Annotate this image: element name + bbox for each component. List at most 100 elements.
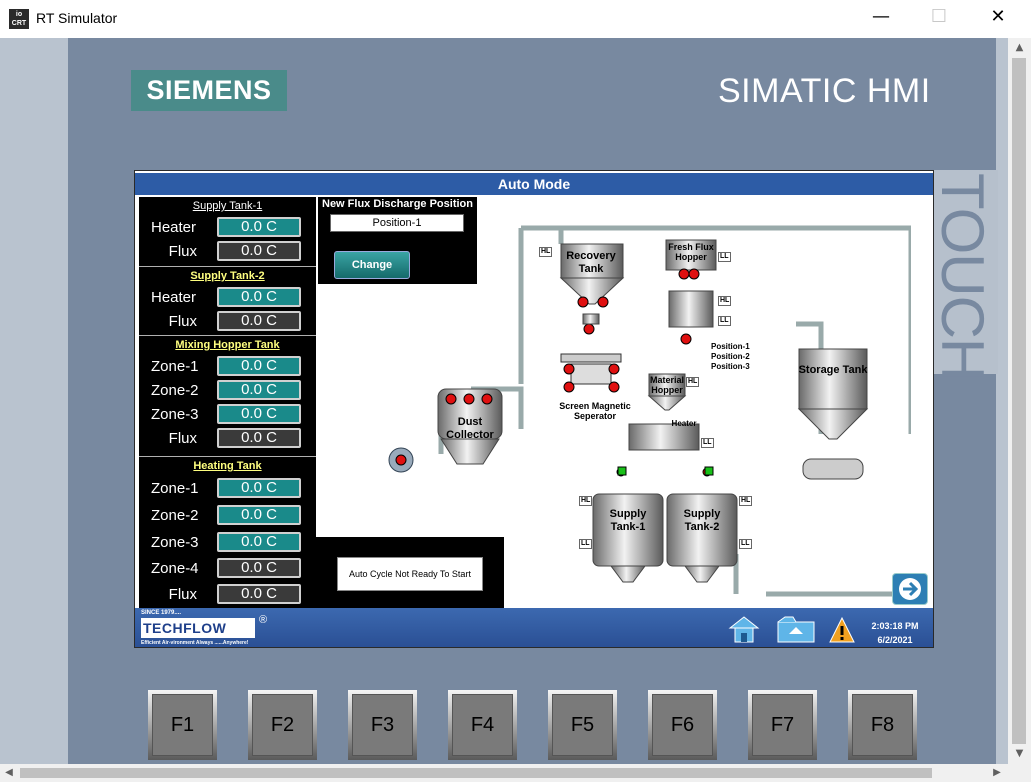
f8-key-label: F8 [852, 694, 913, 756]
ll-tag: LL [739, 539, 752, 549]
supply-tank-2-label: Supply Tank-2 [683, 508, 721, 533]
auto-cycle-panel: Auto Cycle Not Ready To Start [315, 537, 504, 609]
parameter-value: 0.0 C [217, 404, 301, 424]
flux-discharge-title: New Flux Discharge Position [322, 198, 473, 210]
heating-tank-section: Heating Tank Zone-1 0.0 C Zone-2 0.0 C Z… [139, 457, 316, 608]
minimize-button[interactable]: — [872, 6, 890, 27]
f7-key-label: F7 [752, 694, 813, 756]
f7-key[interactable]: F7 [748, 690, 817, 760]
parameter-row: Flux 0.0 C [139, 241, 316, 263]
parameter-value: 0.0 C [217, 241, 301, 261]
simatic-hmi-label: SIMATIC HMI [718, 72, 931, 110]
techflow-tagline: Efficient Air-vironment Always ......Any… [141, 640, 249, 646]
window-titlebar: io CRT RT Simulator — ☐ ✕ [0, 0, 1031, 38]
screen-magnetic-label: Screen Magnetic Seperator [559, 401, 631, 421]
scroll-up-icon[interactable]: ▲ [1015, 42, 1024, 53]
scroll-right-icon[interactable]: ▶ [993, 767, 1001, 778]
section-heading[interactable]: Heating Tank [193, 460, 262, 472]
clock-readout: 2:03:18 PM 6/2/2021 [863, 619, 927, 647]
registered-mark: ® [259, 614, 268, 626]
parameter-label: Heater [151, 219, 197, 236]
ll-tag: LL [701, 438, 714, 448]
f5-key[interactable]: F5 [548, 690, 617, 760]
ll-tag: LL [718, 252, 731, 262]
close-button[interactable]: ✕ [990, 6, 1006, 27]
f4-key[interactable]: F4 [448, 690, 517, 760]
hl-tag: HL [718, 296, 732, 306]
horizontal-scroll-thumb[interactable] [20, 768, 932, 778]
f2-key-label: F2 [252, 694, 313, 756]
supply-tanks [592, 466, 738, 583]
position-2-option[interactable]: Position-2 [711, 352, 750, 361]
siemens-logo: SIEMENS [131, 70, 287, 111]
parameter-value: 0.0 C [217, 217, 301, 237]
f2-key[interactable]: F2 [248, 690, 317, 760]
section-heading[interactable]: Supply Tank-1 [192, 200, 263, 212]
material-hopper [628, 373, 700, 451]
screen-title: Auto Mode [135, 173, 933, 195]
arrow-right-icon [899, 578, 921, 600]
f1-key[interactable]: F1 [148, 690, 217, 760]
parameter-row: Zone-2 0.0 C [139, 380, 316, 402]
dust-collector [388, 388, 503, 473]
parameter-value: 0.0 C [217, 505, 301, 525]
position-3-option[interactable]: Position-3 [711, 362, 750, 371]
screen-footer: SINCE 1979.... TECHFLOW ® Efficient Air-… [135, 608, 933, 647]
f3-key[interactable]: F3 [348, 690, 417, 760]
flux-position-field[interactable]: Position-1 [330, 214, 464, 232]
f3-key-label: F3 [352, 694, 413, 756]
hmi-screen: Auto Mode Supply Tank-1 Heater 0.0 C Flu… [134, 170, 934, 648]
flux-discharge-panel: New Flux Discharge Position Position-1 C… [318, 197, 477, 284]
alarm-warning-icon[interactable] [829, 616, 855, 647]
vertical-scroll-thumb[interactable] [1012, 58, 1026, 744]
maximize-button[interactable]: ☐ [930, 6, 948, 27]
scroll-down-icon[interactable]: ▼ [1015, 748, 1024, 759]
parameter-row: Flux 0.0 C [139, 584, 316, 606]
parameter-value: 0.0 C [217, 532, 301, 552]
auto-cycle-message: Auto Cycle Not Ready To Start [337, 557, 483, 591]
touch-text: TOUCH [929, 173, 996, 381]
parameter-row: Zone-3 0.0 C [139, 532, 316, 554]
heater-label: Heater [671, 419, 697, 428]
parameter-label: Zone-3 [151, 534, 199, 551]
section-heading[interactable]: Supply Tank-2 [190, 270, 265, 282]
position-1-option[interactable]: Position-1 [711, 342, 750, 351]
f1-key-label: F1 [152, 694, 213, 756]
supply-tank-1-section: Supply Tank-1 Heater 0.0 C Flux 0.0 C [139, 197, 316, 267]
parameter-value: 0.0 C [217, 478, 301, 498]
parameter-label: Zone-1 [151, 480, 199, 497]
next-screen-button[interactable] [892, 573, 928, 605]
change-button[interactable]: Change [334, 251, 410, 279]
f8-key[interactable]: F8 [848, 690, 917, 760]
f6-key[interactable]: F6 [648, 690, 717, 760]
touch-label: TOUCH [929, 170, 998, 380]
storage-tank [797, 348, 869, 480]
hl-tag: HL [739, 496, 753, 506]
hmi-frame-left [0, 38, 68, 764]
parameter-label: Zone-3 [151, 406, 199, 423]
horizontal-scrollbar[interactable]: ◀ ▶ [0, 764, 1008, 782]
parameter-value: 0.0 C [217, 356, 301, 376]
process-diagram-graphic [388, 225, 933, 597]
techflow-logo: TECHFLOW [141, 618, 255, 638]
folder-icon[interactable] [775, 614, 817, 647]
parameter-label: Flux [168, 313, 197, 330]
scrollbar-corner [1008, 764, 1031, 782]
parameter-row: Zone-3 0.0 C [139, 404, 316, 426]
fresh-flux-hopper-label: Fresh Flux Hopper [668, 242, 714, 262]
recovery-tank [559, 243, 625, 335]
dust-collector-label: Dust Collector [446, 416, 494, 441]
scroll-left-icon[interactable]: ◀ [5, 767, 13, 778]
parameter-label: Flux [168, 586, 197, 603]
parameter-value: 0.0 C [217, 584, 301, 604]
hl-tag: HL [539, 247, 553, 257]
parameter-row: Zone-2 0.0 C [139, 505, 316, 527]
vertical-scrollbar[interactable]: ▲ ▼ [1008, 38, 1031, 764]
parameter-value: 0.0 C [217, 558, 301, 578]
f4-key-label: F4 [452, 694, 513, 756]
process-diagram: Recovery Tank Fresh Flux Hopper Screen M… [371, 214, 933, 614]
parameter-label: Flux [168, 430, 197, 447]
section-heading[interactable]: Mixing Hopper Tank [175, 339, 280, 351]
home-icon[interactable] [727, 614, 761, 647]
parameter-row: Zone-1 0.0 C [139, 478, 316, 500]
